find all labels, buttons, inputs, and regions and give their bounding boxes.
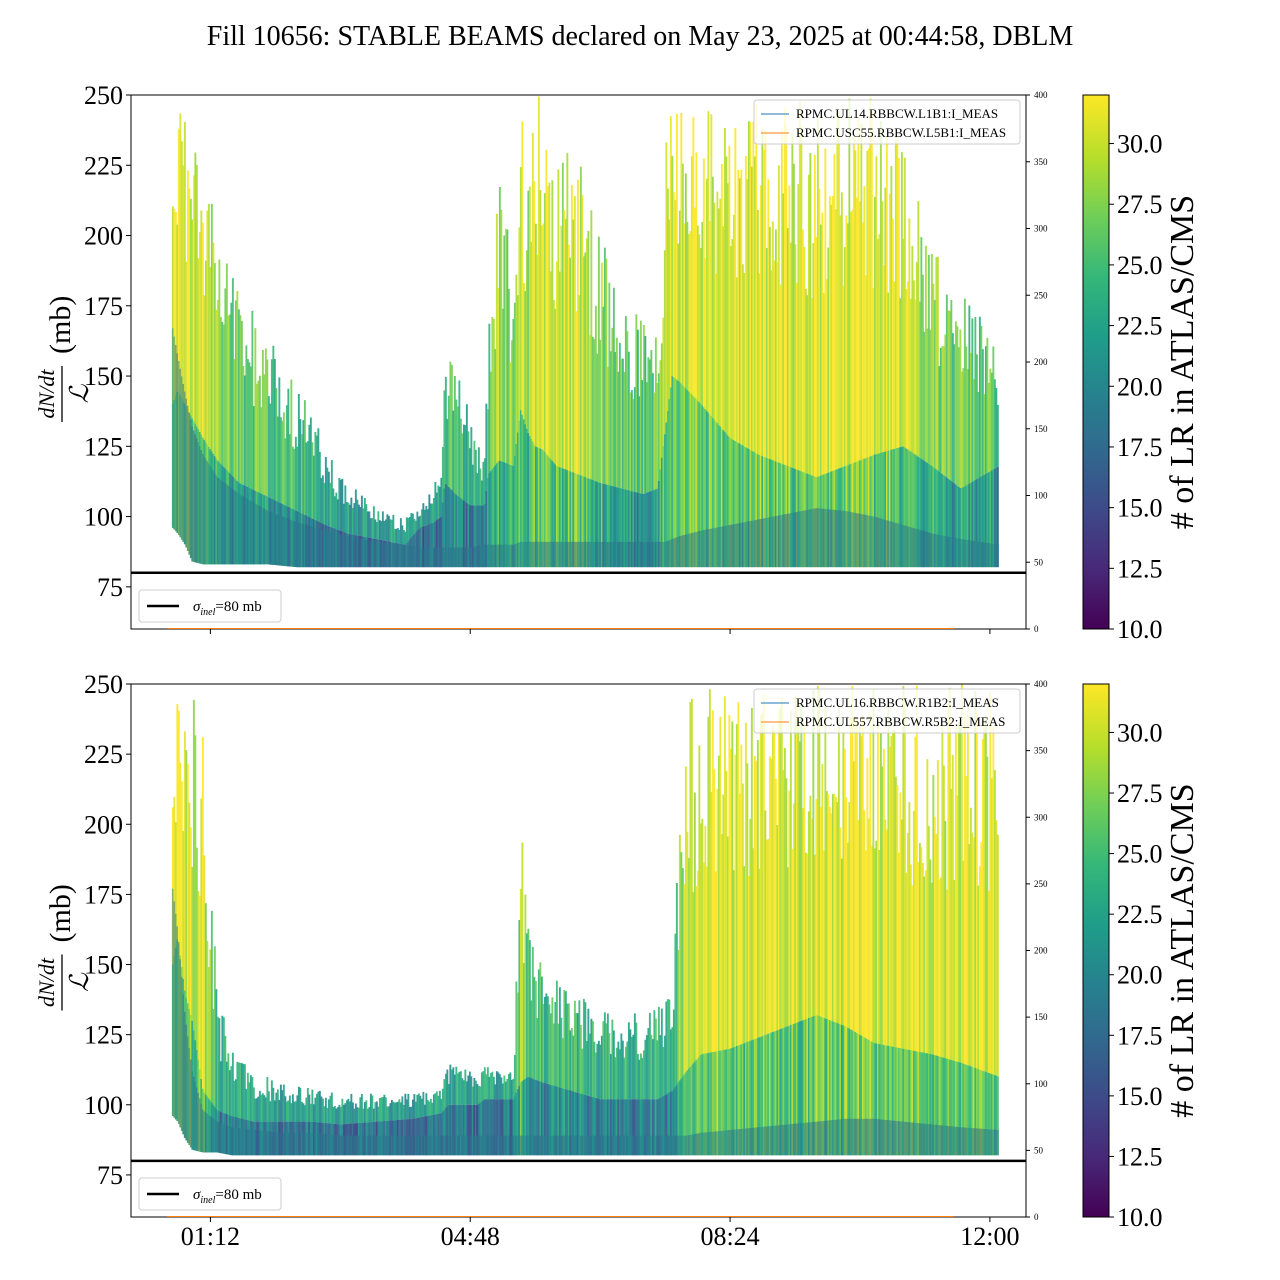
y-label-denominator: ℒ — [65, 383, 94, 403]
y-tick-label: 200 — [84, 810, 123, 839]
y-tick-label: 75 — [97, 1161, 123, 1190]
right-tick-label: 150 — [1034, 1012, 1048, 1022]
right-tick-label: 0 — [1034, 1212, 1039, 1222]
right-tick-label: 350 — [1034, 157, 1048, 167]
colorbar-gradient — [1082, 94, 1110, 630]
colorbar-tick-label: 12.5 — [1117, 554, 1163, 583]
colorbar-tick-label: 12.5 — [1117, 1142, 1163, 1171]
colorbar-tick-label: 10.0 — [1117, 1203, 1163, 1232]
bottom-y-axis: 75 100 125 150 175 200 225 250 — [84, 670, 131, 1190]
colorbar-tick-label: 20.0 — [1117, 372, 1163, 401]
right-tick-label: 100 — [1034, 1079, 1048, 1089]
colorbar-tick-label: 10.0 — [1117, 615, 1163, 644]
right-tick-label: 150 — [1034, 424, 1048, 434]
y-tick-label: 175 — [84, 880, 123, 909]
sigma-legend-label: σinel=80 mb — [193, 599, 262, 618]
y-tick-label: 125 — [84, 432, 123, 461]
top-panel: 75 100 125 150 175 200 225 250 0 50 100 150 200 250 3… — [34, 81, 1048, 634]
y-label-numerator: dN/dt — [34, 957, 59, 1007]
colorbar-tick-label: 27.5 — [1117, 779, 1163, 808]
y-tick-label: 250 — [84, 670, 123, 699]
bottom-plot-area — [171, 684, 999, 1156]
rpmc-legend-label: RPMC.USC55.RBBCW.L5B1:I_MEAS — [796, 125, 1006, 140]
rpmc-legend-label: RPMC.UL14.RBBCW.L1B1:I_MEAS — [796, 106, 998, 121]
y-axis-label-group: dN/dt ℒ (mb) — [34, 296, 94, 422]
y-tick-label: 150 — [84, 362, 123, 391]
y-axis-label-group: dN/dt ℒ (mb) — [34, 884, 94, 1011]
y-label-unit: (mb) — [44, 884, 77, 942]
x-tick-label: 12:00 — [960, 1222, 1019, 1251]
colorbar-tick-label: 17.5 — [1117, 1021, 1163, 1050]
colorbar-tick-label: 22.5 — [1117, 312, 1163, 341]
y-label-numerator: dN/dt — [34, 369, 59, 419]
colorbar-tick-label: 30.0 — [1117, 130, 1163, 159]
sigma-legend-box — [138, 589, 282, 623]
right-tick-label: 50 — [1034, 557, 1044, 567]
y-tick-label: 100 — [84, 1091, 123, 1120]
right-tick-label: 400 — [1034, 679, 1048, 689]
right-tick-label: 200 — [1034, 357, 1048, 367]
top-sigma-legend: σinel=80 mb — [138, 589, 282, 623]
rpmc-legend-label: RPMC.UL16.RBBCW.R1B2:I_MEAS — [796, 695, 999, 710]
right-tick-label: 350 — [1034, 746, 1048, 756]
colorbar-gradient — [1082, 683, 1110, 1218]
rpmc-legend-box — [753, 688, 1021, 734]
right-tick-label: 300 — [1034, 224, 1048, 234]
right-tick-label: 100 — [1034, 491, 1048, 501]
colorbar-label: # of LR in ATLAS/CMS — [1164, 783, 1201, 1117]
y-label-denominator: ℒ — [65, 972, 94, 992]
colorbar-tick-label: 25.0 — [1117, 251, 1163, 280]
colorbar-tick-label: 17.5 — [1117, 433, 1163, 462]
y-tick-label: 200 — [84, 222, 123, 251]
bottom-panel: 75 100 125 150 175 200 225 250 0 50 100 150 200 250 3… — [34, 670, 1048, 1251]
rpmc-legend-box — [753, 99, 1021, 145]
bottom-right-axis: 0 50 100 150 200 250 300 350 400 — [1026, 679, 1048, 1222]
top-y-axis: 75 100 125 150 175 200 225 250 — [84, 81, 131, 602]
right-tick-label: 300 — [1034, 812, 1048, 822]
top-right-axis: 0 50 100 150 200 250 300 350 400 — [1026, 90, 1048, 634]
y-tick-label: 175 — [84, 292, 123, 321]
top-y-axis-label: dN/dt ℒ (mb) — [34, 296, 94, 422]
rpmc-legend-label: RPMC.UL557.RBBCW.R5B2:I_MEAS — [796, 714, 1005, 729]
right-tick-label: 250 — [1034, 290, 1048, 300]
y-tick-label: 150 — [84, 951, 123, 980]
y-tick-label: 225 — [84, 151, 123, 180]
colorbar-tick-label: 30.0 — [1117, 718, 1163, 747]
right-tick-label: 400 — [1034, 90, 1048, 100]
colorbar-label: # of LR in ATLAS/CMS — [1164, 195, 1201, 529]
colorbar-tick-label: 15.0 — [1117, 494, 1163, 523]
y-tick-label: 100 — [84, 503, 123, 532]
top-colorbar: 10.0 12.5 15.0 17.5 20.0 22.5 25.0 27.5 30.0 # of… — [1082, 94, 1201, 644]
bottom-colorbar: 10.0 12.5 15.0 17.5 20.0 22.5 25.0 27.5 30.0 # of… — [1082, 683, 1201, 1232]
bottom-y-axis-label: dN/dt ℒ (mb) — [34, 884, 94, 1011]
x-tick-label: 08:24 — [700, 1222, 759, 1251]
y-tick-label: 75 — [97, 573, 123, 602]
y-tick-label: 250 — [84, 81, 123, 110]
right-tick-label: 200 — [1034, 946, 1048, 956]
bottom-sigma-legend: σinel=80 mb — [138, 1177, 282, 1211]
y-tick-label: 225 — [84, 740, 123, 769]
right-tick-label: 50 — [1034, 1145, 1044, 1155]
figure-title: Fill 10656: STABLE BEAMS declared on May… — [207, 21, 1074, 52]
y-tick-label: 125 — [84, 1021, 123, 1050]
colorbar-tick-label: 20.0 — [1117, 961, 1163, 990]
bottom-rpmc-legend: RPMC.UL16.RBBCW.R1B2:I_MEAS RPMC.UL557.RB… — [753, 688, 1021, 734]
y-label-unit: (mb) — [44, 296, 77, 354]
right-tick-label: 250 — [1034, 879, 1048, 889]
colorbar-tick-label: 25.0 — [1117, 840, 1163, 869]
x-tick-label: 01:12 — [181, 1222, 240, 1251]
sigma-legend-box — [138, 1177, 282, 1211]
top-plot-area — [171, 96, 999, 568]
bottom-x-axis: 01:12 04:48 08:24 12:00 — [181, 1217, 1020, 1251]
right-tick-label: 0 — [1034, 624, 1039, 634]
top-rpmc-legend: RPMC.UL14.RBBCW.L1B1:I_MEAS RPMC.USC55.RB… — [753, 99, 1021, 145]
colorbar-tick-label: 15.0 — [1117, 1082, 1163, 1111]
x-tick-label: 04:48 — [441, 1222, 500, 1251]
colorbar-tick-label: 22.5 — [1117, 900, 1163, 929]
top-x-axis — [209, 629, 991, 634]
colorbar-tick-label: 27.5 — [1117, 190, 1163, 219]
sigma-legend-label: σinel=80 mb — [193, 1187, 262, 1206]
